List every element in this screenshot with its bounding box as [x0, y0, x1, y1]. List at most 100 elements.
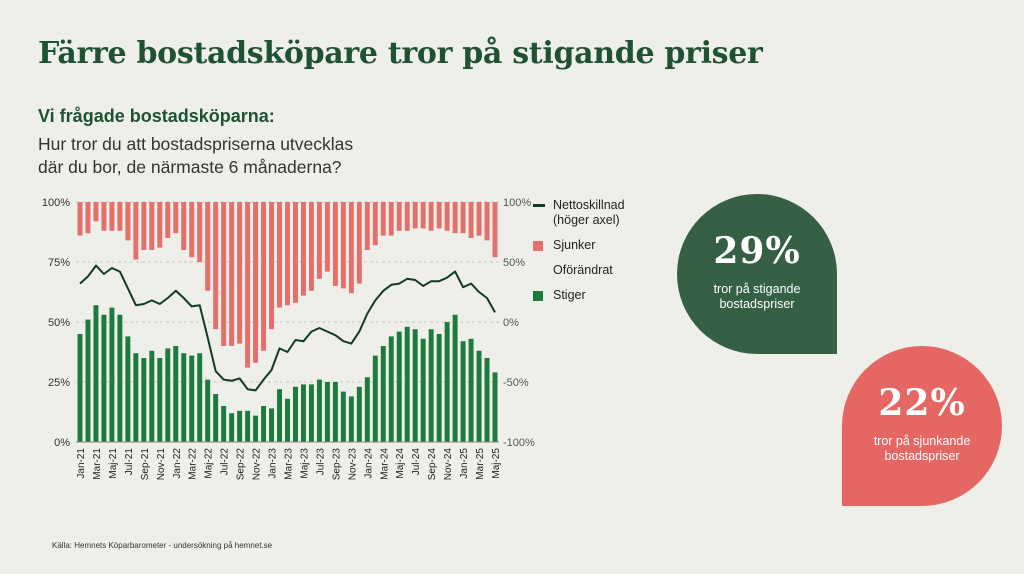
bubble-sjunkande-text-2: bostadspriser	[884, 449, 960, 463]
bar-sjunker	[149, 202, 155, 250]
bar-stiger	[396, 331, 402, 442]
x-tick-label: Maj-25	[491, 448, 502, 479]
y2-tick-label: 50%	[503, 257, 525, 269]
bar-stiger	[261, 406, 267, 442]
bar-stiger	[245, 410, 251, 442]
legend-item-sjunker: Sjunker	[533, 238, 625, 253]
x-tick-label: Jul-21	[124, 448, 135, 476]
x-tick-label: Maj-23	[299, 448, 310, 479]
bar-stiger	[444, 322, 450, 442]
bar-stiger	[492, 372, 498, 442]
bar-sjunker	[101, 202, 107, 231]
legend-item-stiger: Stiger	[533, 288, 625, 303]
bar-sjunker	[348, 202, 354, 294]
bar-sjunker	[476, 202, 482, 236]
bar-sjunker	[197, 202, 203, 262]
bar-stiger	[324, 382, 330, 442]
bar-sjunker	[388, 202, 394, 236]
bar-stiger	[77, 334, 83, 442]
bubble-sjunkande-text-1: tror på sjunkande	[873, 434, 971, 448]
chart-legend: Nettoskillnad (höger axel) Sjunker Oförä…	[533, 198, 625, 313]
bar-stiger	[388, 336, 394, 442]
bar-stiger	[404, 326, 410, 442]
bar-sjunker	[269, 202, 275, 330]
bar-sjunker	[261, 202, 267, 351]
bubble-sjunkande-value: 22%	[878, 382, 966, 424]
legend-swatch-stiger	[533, 291, 543, 301]
bar-sjunker	[372, 202, 378, 246]
x-tick-label: Nov-24	[443, 448, 454, 481]
x-tick-label: Mar-22	[188, 448, 199, 480]
x-tick-label: Jan-21	[76, 448, 87, 479]
bar-sjunker	[141, 202, 147, 250]
x-tick-label: Jan-23	[268, 448, 279, 479]
bar-stiger	[300, 384, 306, 442]
bar-sjunker	[428, 202, 434, 231]
bar-sjunker	[277, 202, 282, 308]
x-tick-label: Mar-25	[475, 448, 486, 480]
bar-stiger	[308, 384, 314, 442]
bar-sjunker	[492, 202, 498, 258]
x-tick-label: Jan-24	[363, 448, 374, 479]
question-lead: Vi frågade bostadsköparna:	[38, 106, 275, 126]
bar-stiger	[237, 410, 243, 442]
bar-sjunker	[444, 202, 450, 231]
bar-sjunker	[205, 202, 211, 291]
x-tick-label: Jan-22	[172, 448, 183, 479]
bar-sjunker	[85, 202, 91, 234]
x-tick-label: Jul-24	[411, 448, 422, 476]
bar-sjunker	[109, 202, 115, 231]
source-note: Källa: Hemnets Köparbarometer - undersök…	[52, 541, 273, 550]
bar-sjunker	[157, 202, 163, 248]
x-tick-label: Jul-23	[315, 448, 326, 476]
bar-sjunker	[133, 202, 139, 260]
bar-sjunker	[452, 202, 458, 234]
chart-net-line	[79, 264, 496, 392]
bar-sjunker	[189, 202, 195, 258]
bar-sjunker	[285, 202, 290, 306]
bar-stiger	[356, 386, 362, 442]
x-tick-label: Maj-21	[108, 448, 119, 479]
bar-sjunker	[332, 202, 338, 286]
bar-sjunker	[340, 202, 346, 289]
x-tick-label: Sep-23	[331, 448, 342, 481]
legend-swatch-sjunker	[533, 241, 543, 251]
bar-stiger	[85, 319, 91, 442]
bar-stiger	[332, 382, 338, 442]
bar-stiger	[436, 334, 442, 442]
x-tick-label: Mar-23	[284, 448, 295, 480]
bar-stiger	[149, 350, 155, 442]
bar-stiger	[101, 314, 107, 442]
bubble-sjunkande: 22% tror på sjunkande bostadspriser	[842, 346, 1002, 506]
bar-sjunker	[93, 202, 99, 222]
bar-stiger	[420, 338, 426, 442]
bar-stiger	[205, 379, 211, 442]
bubble-stigande-text-1: tror på stigande	[713, 282, 801, 296]
y2-tick-label: 100%	[503, 197, 531, 209]
bar-stiger	[348, 396, 354, 442]
bar-sjunker	[356, 202, 362, 284]
x-tick-label: Nov-23	[347, 448, 358, 481]
bar-stiger	[141, 358, 147, 442]
bar-stiger	[253, 415, 259, 442]
x-tick-label: Maj-24	[395, 448, 406, 479]
bar-stiger	[165, 348, 171, 442]
chart-bars	[77, 202, 498, 442]
bar-sjunker	[213, 202, 219, 330]
y2-tick-label: -100%	[503, 437, 535, 449]
y2-tick-label: 0%	[503, 317, 519, 329]
bubble-stigande-value: 29%	[713, 230, 801, 272]
bar-stiger	[181, 353, 187, 442]
bar-stiger	[428, 329, 434, 442]
series-line-nettoskillnad	[79, 264, 496, 392]
bar-stiger	[412, 329, 418, 442]
legend-item-oforandrat: Oförändrat	[533, 263, 625, 278]
bar-stiger	[372, 355, 378, 442]
bar-sjunker	[229, 202, 235, 346]
bar-stiger	[460, 341, 466, 442]
bar-stiger	[380, 346, 386, 442]
x-tick-label: Jul-22	[220, 448, 231, 476]
bar-sjunker	[420, 202, 426, 229]
bar-sjunker	[117, 202, 123, 231]
